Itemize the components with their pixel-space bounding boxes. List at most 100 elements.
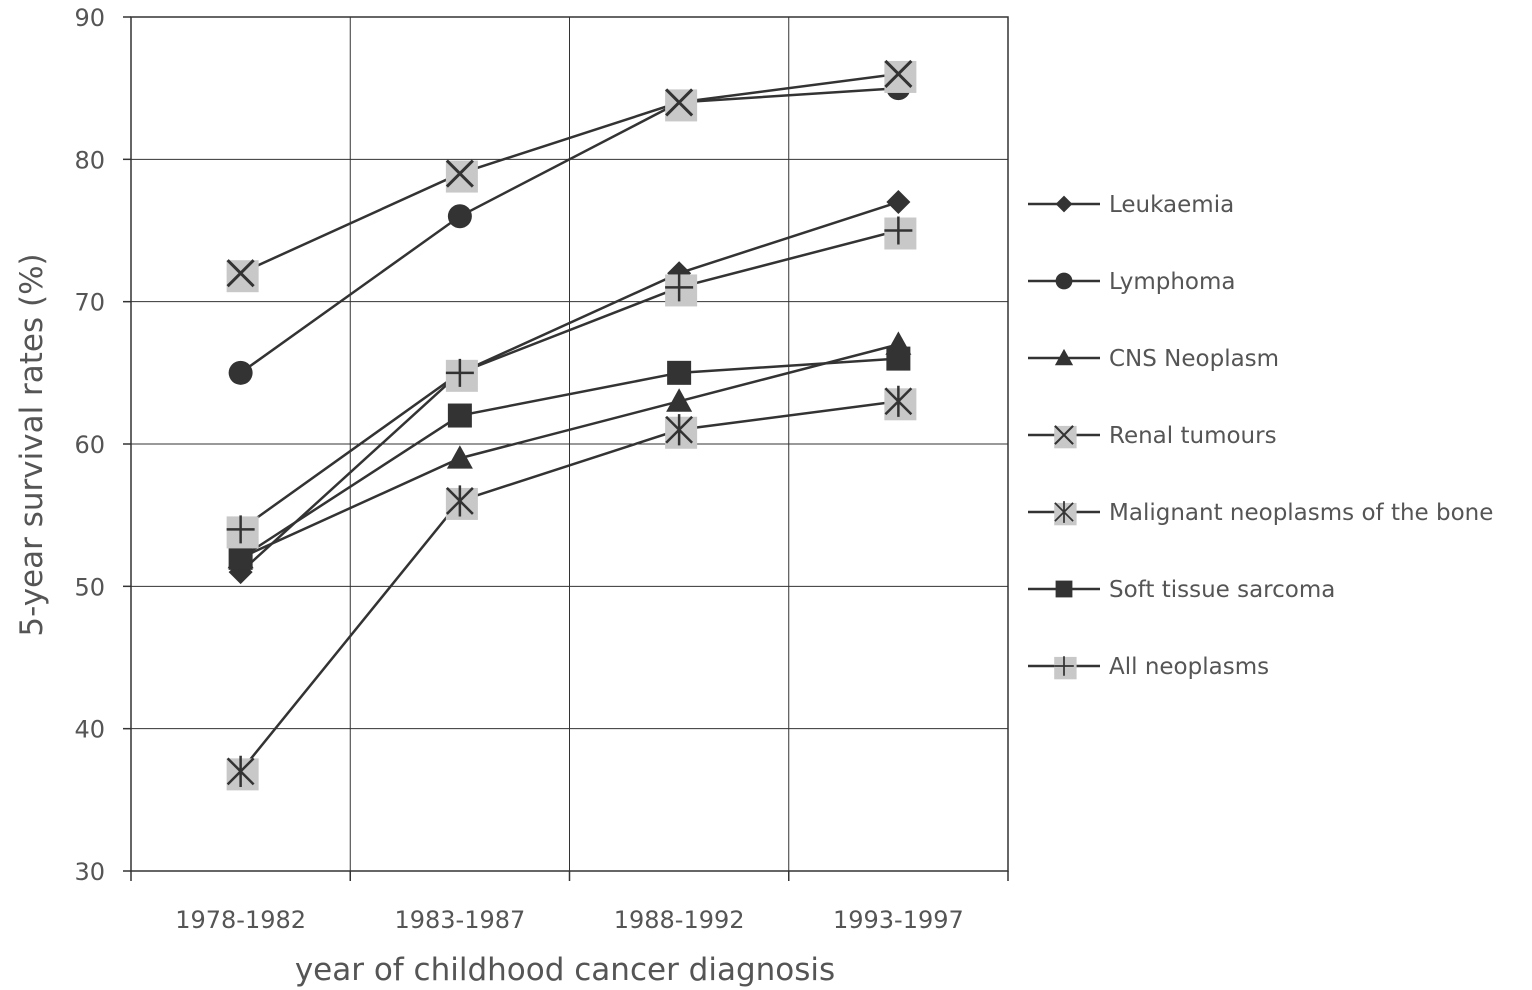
data-point-box-asterisk — [226, 755, 259, 791]
marker-circle — [228, 360, 253, 385]
marker-x — [445, 159, 474, 188]
data-point-box-asterisk — [1054, 501, 1077, 526]
series-line — [239, 86, 899, 374]
data-point-square — [667, 360, 692, 385]
legend-item: Soft tissue sarcoma — [1028, 577, 1335, 603]
x-axis-title: year of childhood cancer diagnosis — [295, 952, 835, 988]
marker-circle — [1055, 272, 1073, 290]
data-point-circle — [228, 360, 253, 385]
y-tick-label: 70 — [74, 289, 105, 317]
legend: Leukaemia Lymphoma CNS Neoplasm Renal tumou… — [1028, 192, 1493, 680]
series-line — [239, 400, 899, 773]
data-point-box-plus — [1054, 656, 1077, 680]
marker-asterisk — [226, 755, 255, 787]
marker-plus — [1054, 656, 1074, 676]
data-point-box-asterisk — [884, 385, 917, 421]
legend-label: Renal tumours — [1109, 423, 1277, 449]
data-point-box-x — [884, 59, 917, 93]
legend-item: CNS Neoplasm — [1028, 346, 1279, 372]
legend-item: Malignant neoplasms of the bone — [1028, 500, 1493, 526]
legend-label: CNS Neoplasm — [1109, 346, 1279, 372]
marker-plus — [226, 515, 255, 544]
marker-asterisk — [1054, 501, 1074, 523]
data-point-triangle — [666, 388, 693, 412]
marker-x — [665, 88, 694, 117]
data-point-triangle — [446, 445, 473, 469]
marker-circle — [447, 204, 472, 229]
data-point-box-plus — [226, 515, 259, 549]
marker-asterisk — [884, 385, 913, 417]
legend-item: All neoplasms — [1028, 654, 1269, 680]
x-tick-label: 1993-1997 — [833, 906, 964, 934]
data-point-diamond — [1055, 195, 1073, 213]
marker-plus — [884, 216, 913, 245]
data-point-square — [1055, 580, 1073, 598]
series-lines — [239, 72, 899, 773]
x-tick-label: 1988-1992 — [614, 906, 745, 934]
y-tick-label: 60 — [74, 431, 105, 459]
data-point-box-x — [1054, 425, 1077, 449]
legend-label: Soft tissue sarcoma — [1109, 577, 1335, 603]
y-tick-label: 50 — [74, 573, 105, 601]
series-line — [239, 357, 899, 559]
marker-plus — [445, 358, 474, 387]
marker-x — [1054, 425, 1074, 445]
marker-asterisk — [445, 485, 474, 517]
legend-label: Malignant neoplasms of the bone — [1109, 500, 1493, 526]
axis-layer: 30 40 50 60 70 80 90 1978-1982 1983-1987 1988-199… — [74, 4, 1009, 934]
data-point-square — [886, 346, 911, 371]
marker-box — [884, 217, 917, 250]
marker-square — [447, 403, 472, 428]
y-axis-title: 5-year survival rates (%) — [14, 253, 50, 636]
data-point-box-plus — [884, 216, 917, 250]
legend-item: Renal tumours — [1028, 423, 1277, 449]
data-point-square — [447, 403, 472, 428]
data-point-box-x — [226, 259, 259, 293]
y-tick-label: 30 — [74, 858, 105, 886]
data-point-triangle — [1054, 348, 1074, 366]
series-line — [240, 343, 899, 560]
marker-square — [886, 346, 911, 371]
marker-x — [226, 259, 255, 288]
marker-square — [1055, 580, 1073, 598]
legend-label: Lymphoma — [1109, 269, 1235, 295]
data-point-box-plus — [665, 273, 698, 307]
marker-diamond — [886, 190, 911, 215]
marker-diamond — [1055, 195, 1073, 213]
data-point-square — [228, 545, 253, 570]
marker-box — [665, 274, 698, 307]
legend-label: Leukaemia — [1109, 192, 1234, 218]
marker-plus — [665, 273, 694, 302]
marker-square — [228, 545, 253, 570]
data-point-box-asterisk — [445, 485, 478, 520]
series-line — [239, 229, 899, 531]
data-point-circle — [447, 204, 472, 229]
x-tick-label: 1983-1987 — [394, 906, 525, 934]
data-point-box-plus — [445, 358, 478, 392]
marker-triangle — [446, 445, 473, 469]
data-point-box-asterisk — [665, 414, 698, 449]
marker-triangle — [666, 388, 693, 412]
series-markers — [226, 59, 917, 791]
marker-x — [884, 59, 913, 88]
marker-asterisk — [665, 414, 694, 446]
marker-square — [667, 360, 692, 385]
data-point-box-x — [445, 159, 478, 193]
marker-box — [445, 359, 478, 392]
y-tick-label: 40 — [74, 716, 105, 744]
series-line — [239, 200, 899, 574]
legend-item: Leukaemia — [1028, 192, 1234, 218]
data-point-box-x — [665, 88, 698, 122]
y-tick-label: 80 — [74, 146, 105, 174]
series-line — [240, 72, 899, 275]
x-tick-label: 1978-1982 — [175, 906, 306, 934]
marker-triangle — [1054, 348, 1074, 366]
marker-box — [1054, 656, 1077, 680]
data-point-diamond — [886, 190, 911, 215]
y-tick-label: 90 — [74, 4, 105, 32]
data-point-circle — [1055, 272, 1073, 290]
legend-item: Lymphoma — [1028, 269, 1235, 295]
marker-box — [226, 516, 259, 549]
legend-label: All neoplasms — [1109, 654, 1269, 680]
